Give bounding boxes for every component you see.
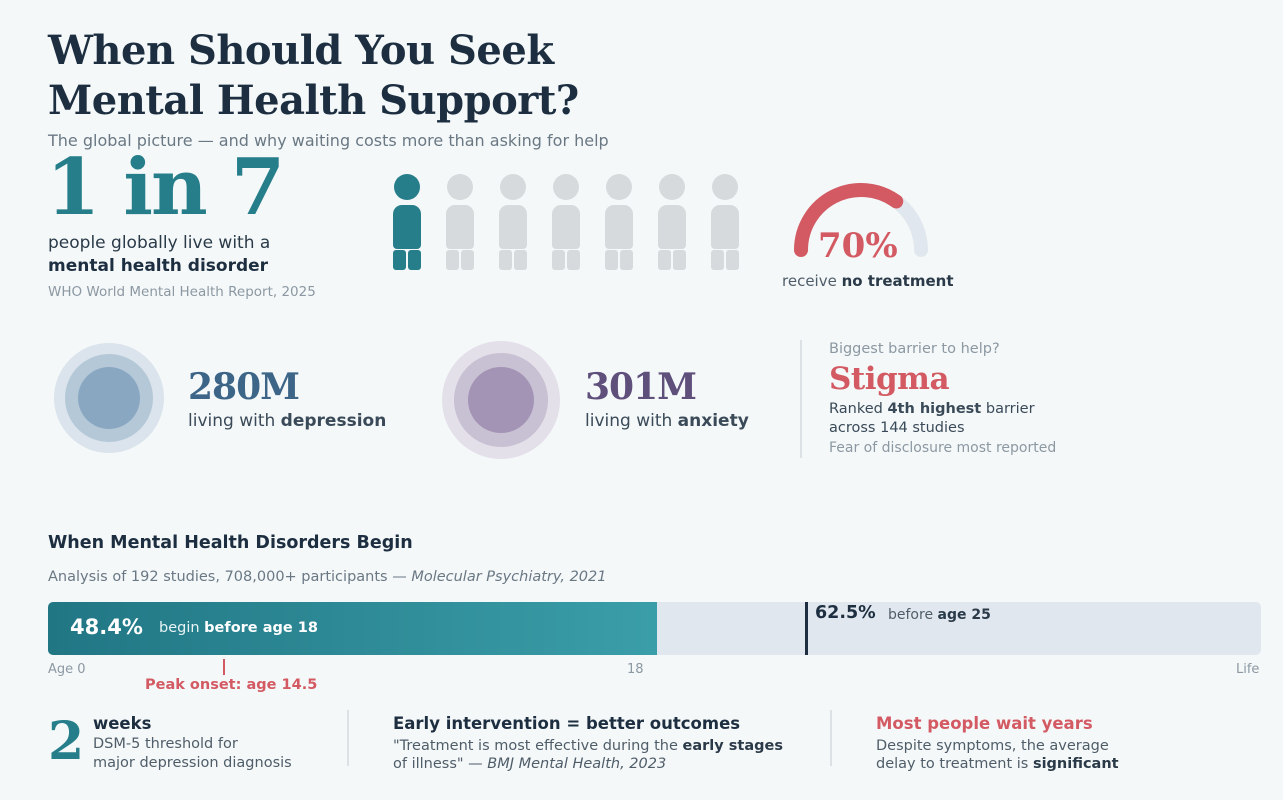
hero-big-stat: 1 in 7 <box>46 142 285 233</box>
weeks-number: 2 <box>48 711 85 772</box>
person-icon-highlighted <box>386 172 428 272</box>
early-intervention-quote-line2: of illness" — BMJ Mental Health, 2023 <box>393 756 667 772</box>
wait-years-line2: delay to treatment is significant <box>876 756 1119 772</box>
depression-label: living with depression <box>188 411 387 431</box>
hero-source: WHO World Mental Health Report, 2025 <box>48 284 316 300</box>
onset-marker-age-25 <box>805 602 808 655</box>
onset-bar-fill-before-18 <box>48 602 657 655</box>
person-icon <box>704 172 746 272</box>
anxiety-value: 301M <box>585 366 697 408</box>
card-divider <box>830 710 832 766</box>
barrier-divider <box>800 340 802 458</box>
gauge-label: receive no treatment <box>782 272 954 290</box>
hero-line2: mental health disorder <box>48 256 269 276</box>
early-intervention-title: Early intervention = better outcomes <box>393 714 741 733</box>
depression-value: 280M <box>188 366 300 408</box>
peak-onset-tick <box>223 659 225 675</box>
onset-before-25-label: before age 25 <box>888 607 991 623</box>
barrier-note: Fear of disclosure most reported <box>829 440 1057 456</box>
onset-before-25-value: 62.5% <box>815 603 876 623</box>
anxiety-label: living with anxiety <box>585 411 749 431</box>
treatment-gauge <box>794 183 928 257</box>
page-title: When Should You Seek Mental Health Suppo… <box>48 27 579 124</box>
wait-years-line1: Despite symptoms, the average <box>876 738 1109 754</box>
barrier-rank: Ranked 4th highest barrier <box>829 401 1035 417</box>
person-icon <box>651 172 693 272</box>
gauge-fill-arc <box>794 183 904 257</box>
person-icon <box>439 172 481 272</box>
hero-line1: people globally live with a <box>48 233 271 253</box>
barrier-question: Biggest barrier to help? <box>829 341 1000 357</box>
gauge-value: 70% <box>818 226 898 266</box>
axis-label-start: Age 0 <box>48 662 86 677</box>
onset-before-18-label: begin before age 18 <box>159 620 318 636</box>
onset-section-title: When Mental Health Disorders Begin <box>48 533 413 553</box>
anxiety-circle-core <box>468 367 534 433</box>
person-icon <box>545 172 587 272</box>
early-intervention-quote-line1: "Treatment is most effective during the … <box>393 738 783 754</box>
weeks-unit: weeks <box>93 714 152 733</box>
weeks-line1: DSM-5 threshold for <box>93 736 238 752</box>
wait-years-title: Most people wait years <box>876 714 1093 733</box>
onset-before-18-value: 48.4% <box>70 615 143 639</box>
depression-circle-core <box>78 367 140 429</box>
peak-onset-label: Peak onset: age 14.5 <box>145 677 318 693</box>
page-subtitle: The global picture — and why waiting cos… <box>48 131 609 150</box>
axis-label-end: Life <box>1236 662 1260 677</box>
weeks-line2: major depression diagnosis <box>93 755 292 771</box>
person-icon <box>598 172 640 272</box>
axis-label-18: 18 <box>627 662 644 677</box>
card-divider <box>347 710 349 766</box>
barrier-answer: Stigma <box>829 361 950 397</box>
person-icon <box>492 172 534 272</box>
onset-source: Analysis of 192 studies, 708,000+ partic… <box>48 569 607 585</box>
barrier-studies: across 144 studies <box>829 420 965 436</box>
